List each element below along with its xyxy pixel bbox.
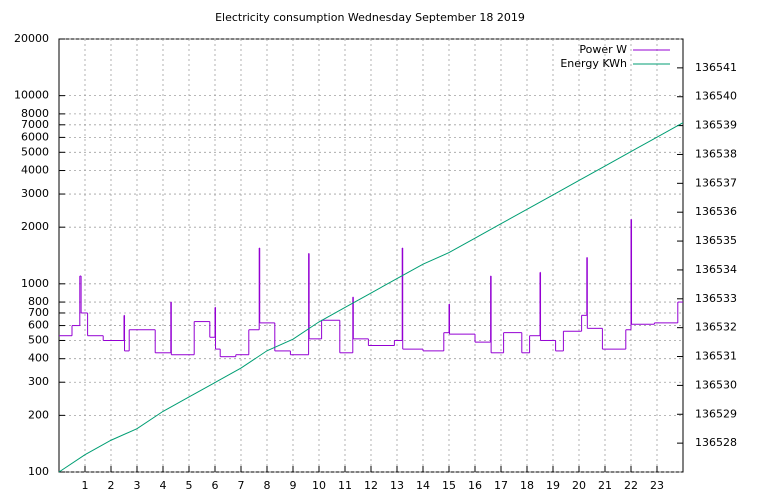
x-tick-label: 9	[290, 479, 297, 492]
x-tick-label: 5	[186, 479, 193, 492]
y2-tick-label: 136541	[695, 61, 737, 74]
y-tick-label: 10000	[14, 89, 49, 102]
y2-tick-label: 136538	[695, 147, 737, 160]
y-tick-label: 100	[28, 465, 49, 478]
y2-tick-label: 136530	[695, 378, 737, 391]
x-tick-label: 18	[520, 479, 534, 492]
x-tick-label: 22	[624, 479, 638, 492]
y-tick-label: 8000	[21, 107, 49, 120]
y-tick-label: 5000	[21, 145, 49, 158]
x-tick-label: 13	[390, 479, 404, 492]
y-tick-label: 300	[28, 375, 49, 388]
x-tick-label: 10	[312, 479, 326, 492]
y2-tick-label: 136535	[695, 234, 737, 247]
chart-title: Electricity consumption Wednesday Septem…	[215, 11, 525, 24]
y-tick-label: 500	[28, 333, 49, 346]
y-tick-label: 3000	[21, 187, 49, 200]
x-tick-label: 20	[572, 479, 586, 492]
x-tick-label: 21	[598, 479, 612, 492]
y-tick-label: 600	[28, 319, 49, 332]
y2-tick-label: 136529	[695, 407, 737, 420]
y-tick-label: 1000	[21, 277, 49, 290]
x-tick-label: 6	[212, 479, 219, 492]
y2-tick-label: 136536	[695, 205, 737, 218]
x-tick-label: 12	[364, 479, 378, 492]
y2-tick-label: 136532	[695, 321, 737, 334]
legend-label: Energy KWh	[560, 57, 627, 70]
energy-line	[58, 122, 684, 473]
x-tick-label: 1	[82, 479, 89, 492]
legend-label: Power W	[579, 43, 627, 56]
y-tick-label: 20000	[14, 32, 49, 45]
y-tick-label: 700	[28, 306, 49, 319]
x-tick-label: 19	[546, 479, 560, 492]
y-tick-label: 6000	[21, 130, 49, 143]
y-tick-label: 800	[28, 295, 49, 308]
y-tick-label: 7000	[21, 118, 49, 131]
x-tick-label: 11	[338, 479, 352, 492]
x-tick-label: 8	[264, 479, 271, 492]
y-tick-label: 400	[28, 352, 49, 365]
x-tick-label: 16	[468, 479, 482, 492]
y2-tick-label: 136539	[695, 119, 737, 132]
y2-tick-label: 136534	[695, 263, 737, 276]
x-tick-label: 2	[108, 479, 115, 492]
y2-tick-label: 136540	[695, 90, 737, 103]
y2-tick-label: 136528	[695, 436, 737, 449]
x-tick-label: 15	[442, 479, 456, 492]
x-tick-label: 4	[160, 479, 167, 492]
y2-tick-label: 136531	[695, 350, 737, 363]
x-tick-label: 7	[238, 479, 245, 492]
y-tick-label: 4000	[21, 164, 49, 177]
y-tick-label: 2000	[21, 220, 49, 233]
x-tick-label: 23	[650, 479, 664, 492]
y2-tick-label: 136533	[695, 292, 737, 305]
y-tick-label: 200	[28, 408, 49, 421]
y2-tick-label: 136537	[695, 176, 737, 189]
x-tick-label: 3	[134, 479, 141, 492]
x-tick-label: 14	[416, 479, 430, 492]
x-tick-label: 17	[494, 479, 508, 492]
